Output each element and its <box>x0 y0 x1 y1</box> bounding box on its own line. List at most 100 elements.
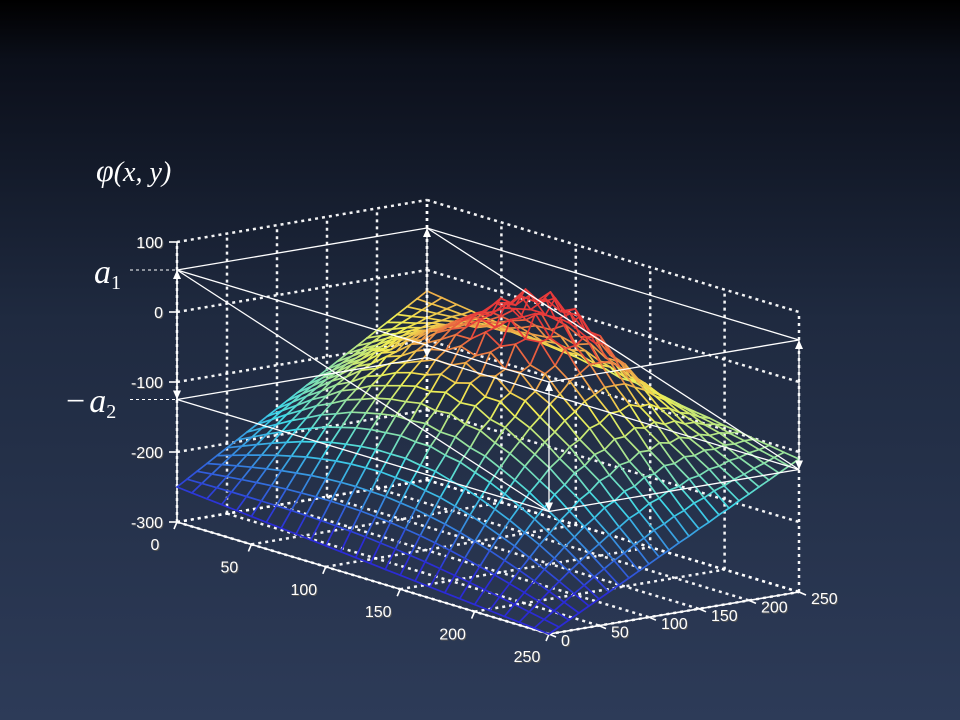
surface-mesh-line <box>454 436 472 449</box>
surface-mesh-line <box>474 395 487 407</box>
surface-mesh-line <box>196 462 208 473</box>
surface-mesh-line <box>553 483 566 496</box>
surface-mesh-line <box>718 432 736 445</box>
surface-mesh-line <box>533 568 546 582</box>
surface-mesh-line <box>608 533 625 554</box>
surface-mesh-line <box>598 543 615 562</box>
a2-letter: a <box>89 383 106 420</box>
surface-mesh-line <box>529 308 542 314</box>
y-tick-label: 200 <box>761 599 788 616</box>
surface-mesh-line <box>603 559 615 570</box>
y-tick-mark <box>648 616 657 621</box>
surface-mesh-line <box>604 343 621 369</box>
surface-mesh-line <box>345 398 363 401</box>
surface-mesh-line <box>653 421 671 444</box>
y-tick-label: 50 <box>611 625 629 642</box>
surface-mesh-line <box>484 297 502 312</box>
surface-mesh-line <box>563 536 576 548</box>
surface-mesh-line <box>608 474 626 493</box>
surface-mesh-line <box>603 384 616 389</box>
surface-mesh-line <box>668 489 685 512</box>
surface-mesh-line <box>285 440 303 444</box>
surface-mesh-line <box>241 436 253 447</box>
surface-mesh-line <box>638 563 650 572</box>
surface-mesh-line <box>395 343 413 353</box>
surface-mesh-line <box>370 374 383 387</box>
surface-mesh-line <box>743 473 760 488</box>
surface-mesh-line <box>613 382 626 387</box>
surface-mesh-line <box>389 434 402 455</box>
surface-mesh-line <box>320 458 337 462</box>
surface-mesh-line <box>658 441 676 465</box>
surface-mesh-line <box>518 491 531 508</box>
surface-mesh-line <box>648 497 661 505</box>
surface-mesh-line <box>663 523 680 544</box>
surface-mesh-line <box>643 529 655 539</box>
surface-mesh-line <box>460 312 477 323</box>
surface-mesh-line <box>330 481 342 503</box>
surface-mesh-line <box>568 612 580 621</box>
surface-mesh-line <box>683 509 700 530</box>
surface-mesh-line <box>598 480 616 502</box>
surface-mesh-line <box>275 413 288 426</box>
surface-mesh-line <box>429 567 441 588</box>
surface-mesh-line <box>588 427 606 451</box>
surface-mesh-line <box>246 427 263 433</box>
surface-mesh-line <box>534 390 551 405</box>
surface-mesh-line <box>528 600 541 613</box>
surface-mesh-line <box>250 454 263 469</box>
surface-mesh-line <box>235 454 248 467</box>
surface-mesh-line <box>464 317 482 329</box>
surface-mesh-line <box>563 472 576 486</box>
surface-mesh-line <box>375 397 392 400</box>
surface-mesh-line <box>488 609 506 618</box>
surface-mesh-line <box>325 477 342 484</box>
surface-mesh-line <box>444 454 462 464</box>
surface-mesh-line <box>728 459 745 476</box>
surface-mesh-line <box>653 529 670 551</box>
surface-mesh-line <box>330 399 348 405</box>
surface-mesh-line <box>310 474 327 480</box>
surface-mesh-line <box>583 525 601 545</box>
surface-mesh-line <box>380 362 393 377</box>
surface-mesh-line <box>524 312 537 340</box>
surface-mesh-line <box>583 584 600 600</box>
surface-mesh-line <box>250 515 268 524</box>
surface-mesh-line <box>628 403 641 408</box>
floor-gridline-y <box>376 487 750 602</box>
surface-mesh-line <box>588 598 600 607</box>
surface-mesh-line <box>441 296 458 306</box>
surface-mesh-line <box>633 426 651 452</box>
surface-mesh-line <box>593 567 605 578</box>
surface-mesh-line <box>459 531 476 543</box>
surface-mesh-line <box>514 288 527 307</box>
surface-mesh-line <box>638 449 651 453</box>
surface-mesh-line <box>633 476 646 488</box>
surface-mesh-line <box>534 372 546 393</box>
surface-mesh-line <box>648 502 665 525</box>
surface-mesh-line <box>315 380 333 389</box>
surface-mesh-line <box>454 505 471 516</box>
surface-mesh-line <box>523 580 536 594</box>
surface-mesh-line <box>539 403 551 418</box>
surface-mesh-line <box>335 399 348 415</box>
surface-mesh-line <box>518 569 536 582</box>
surface-mesh-line <box>539 291 552 304</box>
surface-mesh-line <box>489 418 506 429</box>
surface-mesh-line <box>205 497 223 506</box>
surface-mesh-line <box>578 561 595 578</box>
surface-mesh-line <box>325 383 338 397</box>
surface-mesh-line <box>370 413 382 431</box>
surface-mesh-line <box>494 426 506 444</box>
surface-mesh-line <box>406 305 423 311</box>
surface-mesh-line <box>603 448 621 466</box>
surface-mesh-line <box>443 591 461 600</box>
surface-mesh-line <box>538 532 551 546</box>
surface-mesh-line <box>235 464 253 469</box>
surface-mesh-line <box>479 314 492 320</box>
surface-mesh-line <box>389 453 407 460</box>
surface-mesh-line <box>509 440 521 455</box>
surface-mesh-line <box>440 333 457 341</box>
surface-mesh-line <box>489 351 507 370</box>
surface-mesh-line <box>623 426 636 438</box>
